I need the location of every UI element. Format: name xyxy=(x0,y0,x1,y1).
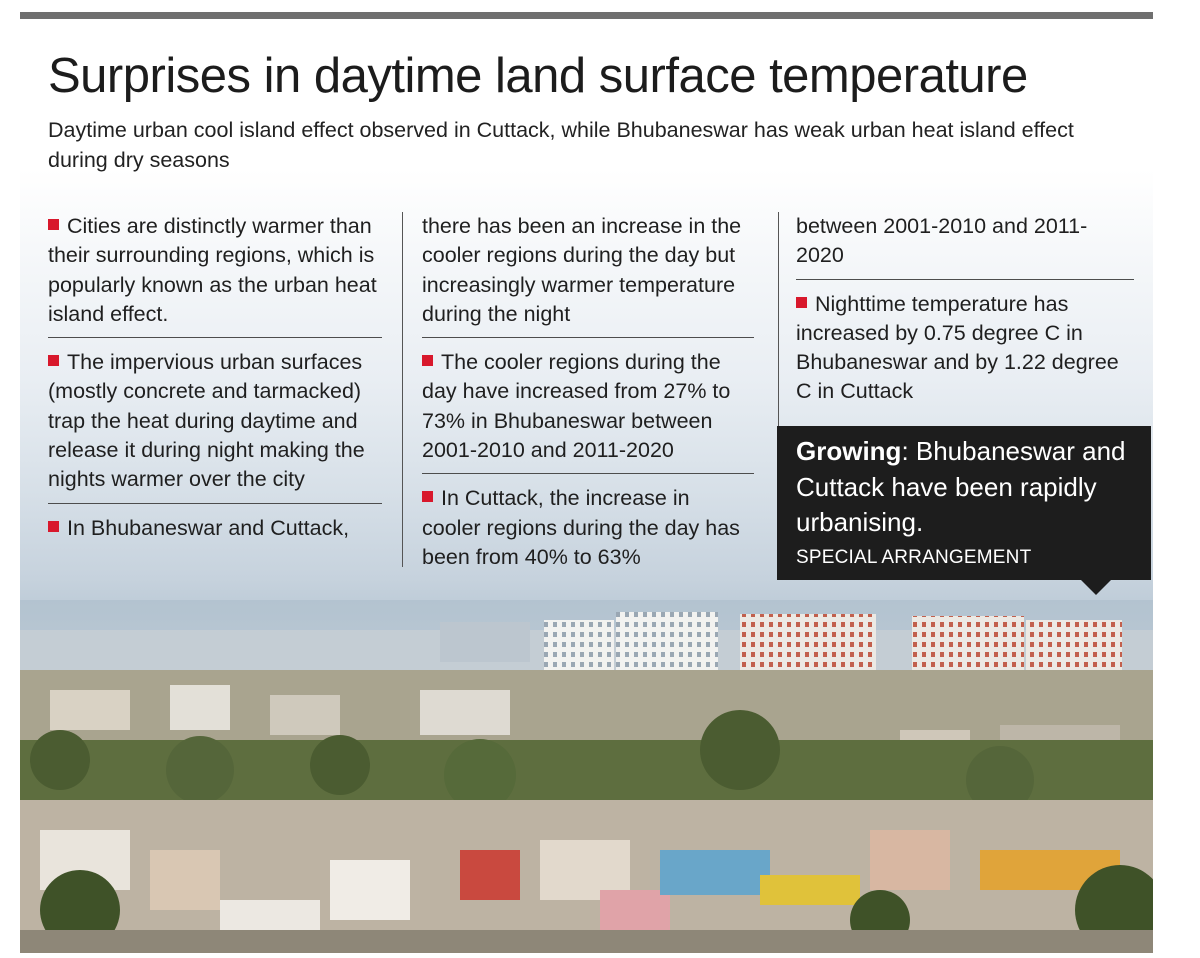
separator-rule xyxy=(48,502,382,504)
red-square-bullet-icon xyxy=(422,491,433,503)
separator-rule xyxy=(422,473,754,475)
column-divider-1 xyxy=(402,212,403,567)
fact-point: The cooler regions during the day have i… xyxy=(422,350,731,463)
text-column-1: Cities are distinctly warmer than their … xyxy=(48,212,382,543)
caption-text: Growing: Bhubaneswar and Cuttack have be… xyxy=(796,436,1126,537)
page-subtitle: Daytime urban cool island effect observe… xyxy=(48,118,1074,172)
column-divider-2 xyxy=(778,212,779,427)
fact-point: The impervious urban surfaces (mostly co… xyxy=(48,350,365,492)
red-square-bullet-icon xyxy=(48,219,59,230)
fact-point-continued: between 2001-2010 and 2011-2020 xyxy=(796,214,1088,268)
photo-caption-box: Growing: Bhubaneswar and Cuttack have be… xyxy=(777,426,1151,580)
fact-point: In Bhubaneswar and Cuttack, xyxy=(48,514,380,543)
page-title: Surprises in daytime land surface temper… xyxy=(48,49,1028,103)
separator-rule xyxy=(796,278,1134,280)
separator-rule xyxy=(48,337,382,339)
fact-point: In Cuttack, the increase in cooler regio… xyxy=(422,486,740,569)
red-square-bullet-icon xyxy=(48,520,59,532)
top-rule xyxy=(20,12,1153,19)
red-square-bullet-icon xyxy=(796,296,807,308)
text-column-2: there has been an increase in the cooler… xyxy=(422,212,754,572)
photo-credit: SPECIAL ARRANGEMENT xyxy=(796,546,1032,568)
fact-point-continued: there has been an increase in the cooler… xyxy=(422,214,742,326)
red-square-bullet-icon xyxy=(422,355,433,367)
caption-label: Growing xyxy=(796,436,902,466)
fact-point: Nighttime temperature has increased by 0… xyxy=(796,291,1119,404)
text-column-3: between 2001-2010 and 2011-2020 Nighttim… xyxy=(796,212,1134,407)
city-skyline-photo xyxy=(20,600,1153,953)
separator-rule xyxy=(422,337,754,339)
red-square-bullet-icon xyxy=(48,355,59,367)
caption-pointer-icon xyxy=(1081,580,1111,595)
fact-point: Cities are distinctly warmer than their … xyxy=(48,214,377,326)
